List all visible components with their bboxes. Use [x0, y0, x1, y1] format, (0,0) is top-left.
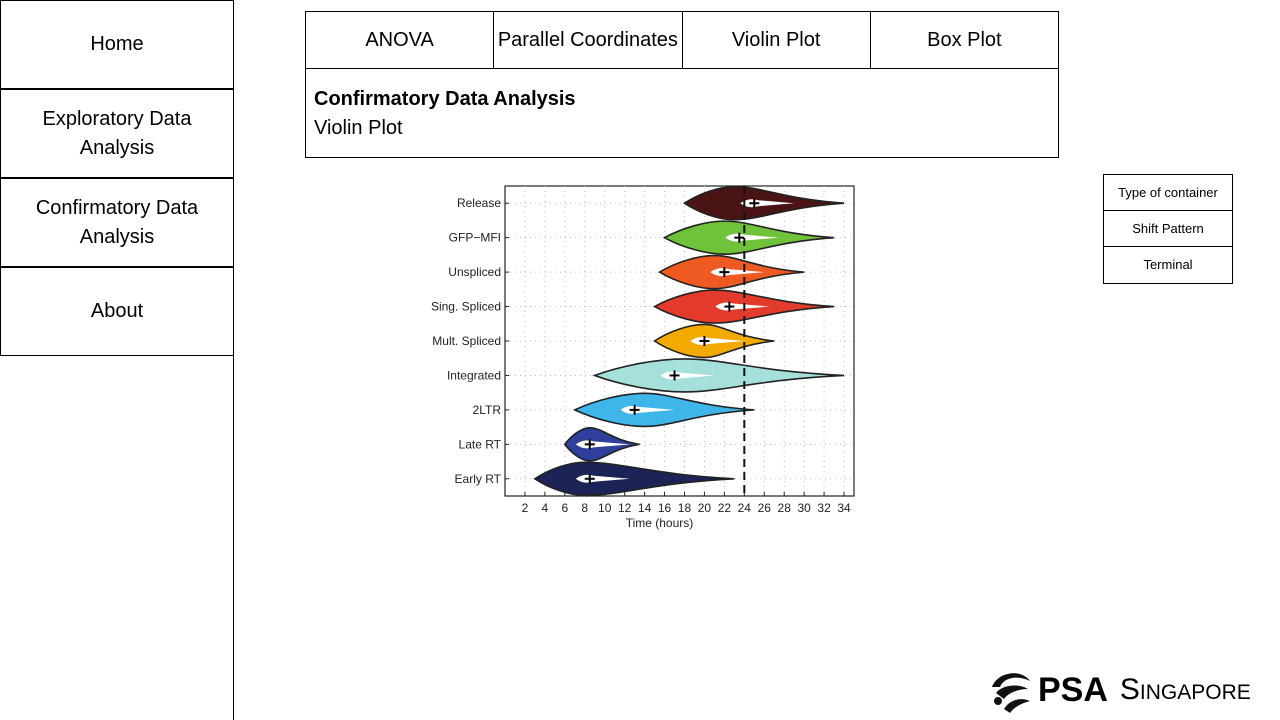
x-tick-label: 22: [718, 501, 732, 515]
x-tick-label: 6: [561, 501, 568, 515]
x-tick-label: 20: [698, 501, 712, 515]
sidebar-item-about[interactable]: About: [0, 267, 234, 356]
y-tick-label: Mult. Spliced: [432, 334, 501, 348]
filter-shift-pattern[interactable]: Shift Pattern: [1104, 211, 1232, 247]
y-tick-label: Late RT: [459, 437, 502, 451]
x-tick-label: 14: [638, 501, 652, 515]
tab-parallel-coordinates[interactable]: Parallel Coordinates: [494, 12, 683, 68]
violin-8: [533, 461, 735, 497]
sidebar-item-exploratory-data-analysis[interactable]: Exploratory Data Analysis: [0, 89, 234, 178]
tab-anova[interactable]: ANOVA: [306, 12, 495, 68]
x-axis-label: Time (hours): [626, 516, 694, 530]
x-tick-label: 30: [797, 501, 811, 515]
y-tick-label: Integrated: [447, 368, 501, 382]
y-tick-label: Early RT: [455, 472, 502, 486]
psa-logo: PSA Singapore: [988, 662, 1278, 718]
tab-box-plot[interactable]: Box Plot: [927, 29, 1002, 51]
x-tick-label: 2: [522, 501, 529, 515]
filter-terminal[interactable]: Terminal: [1143, 257, 1193, 272]
x-tick-label: 26: [758, 501, 772, 515]
y-tick-label: Release: [457, 196, 501, 210]
y-tick-label: Unspliced: [448, 265, 501, 279]
sidebar-item-confirmatory-data-analysis[interactable]: Confirmatory Data Analysis: [0, 178, 234, 267]
filter-type-of-container[interactable]: Type of container: [1104, 175, 1232, 211]
x-tick-label: 10: [598, 501, 612, 515]
x-tick-label: 24: [738, 501, 752, 515]
x-tick-label: 32: [817, 501, 831, 515]
x-tick-label: 16: [658, 501, 672, 515]
logo-region: Singapore: [1119, 673, 1251, 706]
x-tick-label: 34: [837, 501, 851, 515]
violin-chart: 2 4 6 8 10 12 14 16 18 20 22 24 26 28 30 32 34 Time (hour…: [410, 176, 870, 536]
analysis-tabs: ANOVA Parallel Coordinates Violin Plot B…: [305, 11, 1059, 69]
tab-violin-plot[interactable]: Violin Plot: [683, 12, 871, 68]
page-title: Confirmatory Data Analysis: [314, 88, 576, 110]
page-header: Confirmatory Data Analysis Violin Plot: [305, 68, 1059, 158]
sidebar: Home Exploratory Data Analysis Confirmat…: [0, 0, 234, 720]
y-tick-label: 2LTR: [473, 403, 502, 417]
x-tick-label: 12: [618, 501, 632, 515]
x-tick-label: 18: [678, 501, 692, 515]
sidebar-item-home[interactable]: Home: [0, 0, 234, 89]
y-tick-label: GFP−MFI: [449, 231, 501, 245]
x-tick-label: 28: [778, 501, 792, 515]
filter-panel: Type of container Shift Pattern Terminal: [1103, 174, 1233, 284]
logo-brand: PSA: [1038, 670, 1108, 709]
y-tick-label: Sing. Spliced: [431, 300, 501, 314]
x-tick-label: 8: [581, 501, 588, 515]
x-tick-label: 4: [542, 501, 549, 515]
psa-swirl-icon: [992, 673, 1030, 713]
page-subtitle: Violin Plot: [314, 117, 403, 139]
violin-5: [592, 358, 845, 393]
